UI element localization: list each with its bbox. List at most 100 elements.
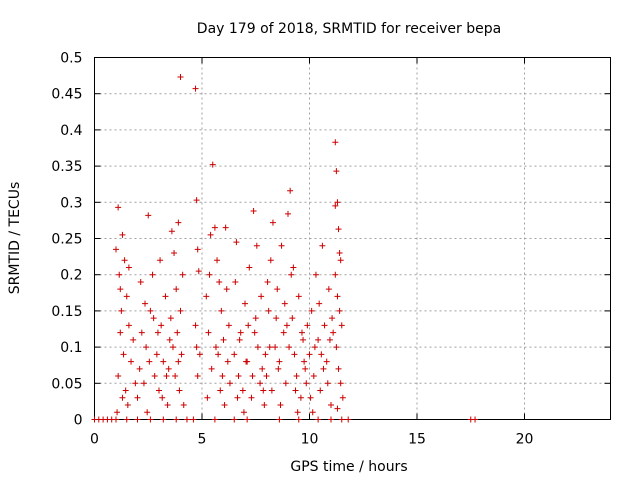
data-point [196,351,203,358]
data-point [177,74,184,81]
data-point [175,358,182,365]
data-point [169,344,176,351]
data-point [309,409,316,416]
data-point [226,380,233,387]
data-point [281,300,288,307]
data-point [166,336,173,343]
data-point [221,402,228,409]
data-point [291,351,298,358]
data-point [243,358,250,365]
data-point [209,161,216,168]
data-point [153,351,160,358]
data-point [301,358,308,365]
data-point [167,315,174,322]
data-point [339,394,346,401]
data-point [178,351,185,358]
data-point [168,228,175,235]
data-point [246,264,253,271]
data-point [332,202,339,209]
data-point [333,344,340,351]
data-point [261,402,268,409]
data-point [332,271,339,278]
y-tick-label: 0.25 [51,232,82,248]
x-tick-label: 10 [301,432,319,448]
data-point [338,322,345,329]
data-point [190,416,197,423]
data-point [290,264,297,271]
data-point [237,329,244,336]
data-point [320,365,327,372]
data-point [328,402,334,409]
data-point [125,322,132,329]
data-point [123,416,130,423]
data-point [192,322,199,329]
data-point [288,271,295,278]
data-point [307,394,314,401]
data-point [319,242,326,249]
data-point [317,387,324,394]
data-point [225,322,232,329]
data-point [332,139,339,146]
data-point [252,315,259,322]
data-point [144,409,151,416]
data-point [172,373,179,380]
data-point [240,409,247,416]
data-point [298,329,305,336]
data-point [163,373,170,380]
data-point [224,358,231,365]
data-point [223,286,230,293]
data-point [334,405,341,412]
data-point [154,329,161,336]
data-point [205,329,212,336]
data-point [162,293,169,300]
data-point [143,344,150,351]
data-point [263,373,270,380]
data-point [242,300,248,307]
data-point [171,249,178,256]
data-point [137,278,144,285]
plot-frame [94,57,611,420]
data-point [117,329,124,336]
data-point [251,329,258,336]
data-point [115,204,122,211]
data-point [329,315,336,322]
data-point [231,351,238,358]
data-point [264,278,271,285]
data-point [277,402,284,409]
data-point [315,416,322,423]
axis-ticks [94,57,611,420]
data-point [335,226,342,233]
data-point [194,373,201,380]
data-point [324,380,331,387]
data-point [300,336,307,343]
data-point [275,365,282,372]
data-point [250,207,257,214]
data-point [334,293,341,300]
data-point [156,387,162,394]
data-point [286,344,293,351]
data-point [118,307,125,314]
data-point [311,344,318,351]
data-point [335,365,342,372]
data-point [272,344,279,351]
y-axis-label: SRMTID / TECUs [7,182,23,295]
data-point [283,322,290,329]
data-point [260,387,267,394]
data-point [220,336,227,343]
data-point [218,307,225,314]
data-point [239,387,246,394]
y-tick-label: 0 [74,413,83,429]
data-point [124,402,131,409]
data-point [219,373,226,380]
x-tick-label: 20 [516,432,534,448]
data-point [180,402,187,409]
data-point [333,168,340,175]
data-point [287,187,294,194]
data-point [211,416,218,423]
data-point [151,373,158,380]
data-point [325,286,332,293]
data-point [177,307,184,314]
data-point [134,394,141,401]
data-point [179,271,186,278]
data-point [211,224,218,231]
